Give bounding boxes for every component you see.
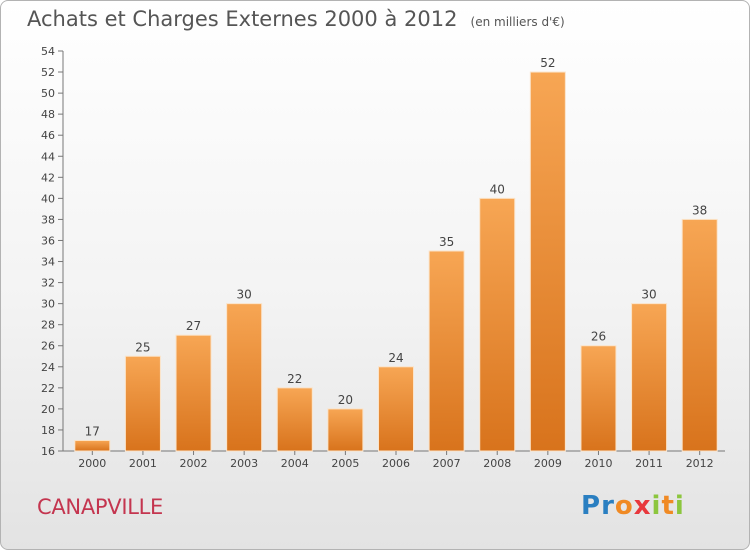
y-tick-label: 52	[41, 66, 55, 79]
y-tick-label: 36	[41, 234, 55, 247]
bar-value-label: 22	[287, 372, 302, 386]
bar	[74, 439, 111, 452]
y-tick-label: 44	[41, 150, 55, 163]
brand-logo-letter: x	[633, 491, 652, 521]
y-tick-label: 20	[41, 403, 55, 416]
x-tick-label: 2006	[382, 457, 410, 470]
brand-logo-letter: t	[661, 491, 675, 521]
x-tick-label: 2000	[78, 457, 106, 470]
x-tick-label: 2004	[281, 457, 309, 470]
y-tick-label: 16	[41, 445, 55, 458]
bar	[276, 387, 313, 452]
bar	[124, 355, 161, 452]
brand-logo-letter: r	[601, 491, 615, 521]
y-tick-label: 22	[41, 382, 55, 395]
y-tick-label: 18	[41, 424, 55, 437]
y-tick-label: 50	[41, 87, 55, 100]
bar-value-label: 20	[338, 393, 353, 407]
bar-value-label: 30	[237, 288, 252, 302]
y-tick-label: 48	[41, 108, 55, 121]
bar	[226, 303, 263, 452]
bar-value-label: 27	[186, 319, 201, 333]
bar	[479, 197, 516, 452]
brand-logo-letter: i	[651, 491, 662, 521]
y-tick-label: 46	[41, 129, 55, 142]
y-tick-label: 26	[41, 340, 55, 353]
y-tick-label: 54	[41, 45, 55, 58]
x-tick-label: 2005	[331, 457, 359, 470]
brand-logo-letter: o	[614, 491, 634, 521]
place-name: CANAPVILLE	[37, 495, 163, 519]
brand-logo: Proxiti	[581, 491, 685, 521]
bar	[378, 366, 414, 452]
bar-value-label: 26	[591, 330, 606, 344]
bar	[681, 218, 718, 452]
bar	[580, 345, 617, 452]
bar-value-label: 30	[641, 288, 656, 302]
x-tick-label: 2002	[180, 457, 208, 470]
bar	[529, 71, 566, 452]
bar	[175, 334, 212, 452]
x-tick-label: 2003	[230, 457, 258, 470]
x-tick-label: 2009	[534, 457, 562, 470]
x-tick-label: 2012	[686, 457, 714, 470]
brand-logo-letter: i	[674, 491, 685, 521]
y-tick-label: 30	[41, 298, 55, 311]
y-tick-label: 38	[41, 213, 55, 226]
y-tick-label: 40	[41, 192, 55, 205]
chart-unit: (en milliers d'€)	[470, 15, 565, 29]
x-tick-label: 2011	[635, 457, 663, 470]
chart-title: Achats et Charges Externes 2000 à 2012	[27, 7, 458, 31]
x-tick-label: 2010	[584, 457, 612, 470]
bar	[631, 303, 668, 452]
y-tick-label: 32	[41, 277, 55, 290]
x-tick-label: 2007	[433, 457, 461, 470]
bar-value-label: 52	[540, 56, 555, 70]
bar-value-label: 35	[439, 235, 454, 249]
bar	[428, 250, 465, 452]
y-tick-label: 34	[41, 256, 55, 269]
brand-logo-letter: P	[581, 491, 602, 521]
chart-title-block: Achats et Charges Externes 2000 à 2012 (…	[27, 7, 565, 31]
x-tick-label: 2008	[483, 457, 511, 470]
x-tick-label: 2001	[129, 457, 157, 470]
bar-value-label: 17	[85, 424, 100, 438]
bar-value-label: 38	[692, 203, 707, 217]
bar	[327, 408, 364, 452]
bar-value-label: 24	[388, 351, 403, 365]
y-tick-label: 28	[41, 319, 55, 332]
bar-value-label: 25	[135, 340, 150, 354]
y-tick-label: 42	[41, 171, 55, 184]
y-tick-label: 24	[41, 361, 55, 374]
bar-value-label: 40	[490, 182, 505, 196]
